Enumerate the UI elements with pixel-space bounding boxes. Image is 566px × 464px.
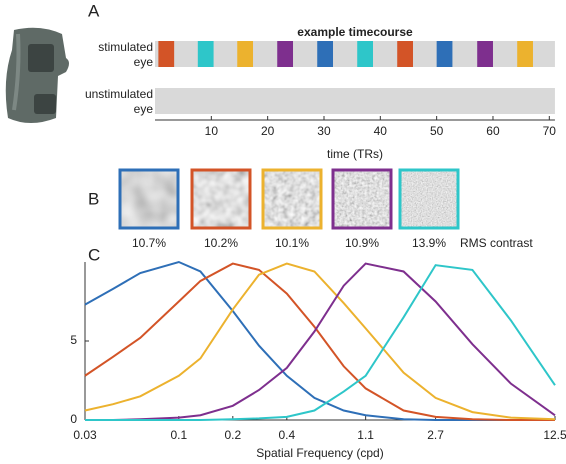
stimulus-image (333, 170, 391, 228)
x-axis-label: time (TRs) (327, 147, 383, 161)
contrast-label: 10.9% (345, 236, 379, 250)
x-tick-label: 60 (486, 124, 500, 138)
goggles-photo (5, 27, 69, 123)
stimulus-frame (190, 168, 252, 230)
stimulus-frame (261, 168, 323, 230)
panel-label: B (88, 189, 99, 208)
y-tick-label: 5 (70, 333, 77, 347)
chart-title: example timecourse (297, 25, 413, 39)
x-tick-label: 20 (261, 124, 275, 138)
row-background (155, 88, 555, 114)
row-label: unstimulated (85, 87, 153, 101)
stimulus-block (517, 41, 533, 67)
x-tick-label: 0.03 (73, 428, 97, 442)
x-tick-label: 40 (374, 124, 388, 138)
stimulus-image (120, 170, 178, 228)
stimulus-block (317, 41, 334, 67)
stimulus-frame (118, 168, 180, 230)
x-tick-label: 10 (205, 124, 219, 138)
contrast-label: 10.2% (204, 236, 238, 250)
x-tick-label: 30 (317, 124, 331, 138)
stimulus-block (158, 41, 175, 67)
tuning-curve (85, 262, 556, 421)
stimulus-frame (331, 168, 393, 230)
stimulus-block (357, 41, 373, 67)
tuning-curve (84, 262, 556, 421)
stimulus-block (477, 41, 493, 67)
contrast-label: 10.1% (275, 236, 309, 250)
panel-label: A (88, 1, 100, 20)
tuning-curve (85, 264, 556, 421)
stimulus-block (397, 41, 413, 67)
contrast-label: 10.7% (132, 236, 166, 250)
tuning-curve (84, 260, 555, 421)
x-tick-label: 70 (543, 124, 557, 138)
x-tick-label: 2.7 (427, 428, 444, 442)
contrast-caption: RMS contrast (460, 236, 533, 250)
stimulus-block (237, 41, 254, 67)
tuning-curve (84, 262, 555, 421)
x-tick-label: 0.4 (278, 428, 295, 442)
panel-label: C (88, 245, 100, 264)
x-axis-label: Spatial Frequency (cpd) (256, 446, 383, 460)
stimulus-frame (398, 168, 460, 230)
stimulus-block (436, 41, 453, 67)
row-label: stimulated (98, 40, 153, 54)
x-tick-label: 0.1 (170, 428, 187, 442)
x-tick-label: 1.1 (357, 428, 374, 442)
stimulus-block (197, 41, 214, 67)
stimulus-block (277, 41, 294, 67)
x-tick-label: 0.2 (224, 428, 241, 442)
contrast-label: 13.9% (412, 236, 446, 250)
row-label: eye (134, 55, 154, 69)
stimulus-image (400, 170, 458, 228)
x-tick-label: 12.5 (543, 428, 566, 442)
x-tick-label: 50 (430, 124, 444, 138)
stimulus-image (192, 170, 250, 228)
row-label: eye (134, 102, 154, 116)
row-background (155, 41, 555, 67)
stimulus-image (263, 170, 321, 228)
y-tick-label: 0 (70, 412, 77, 426)
